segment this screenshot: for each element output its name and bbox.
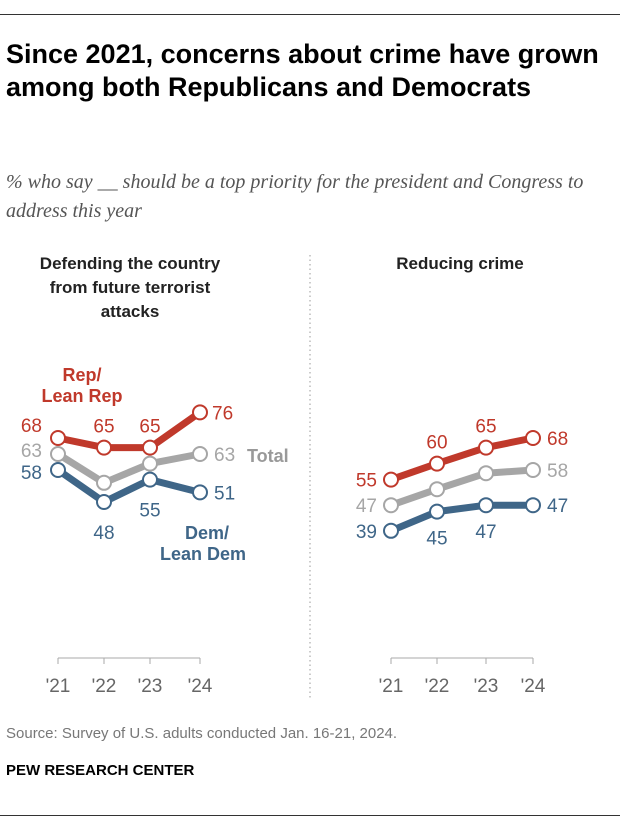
data-label-total: 47 xyxy=(356,496,377,517)
data-label-rep: 68 xyxy=(21,416,42,437)
data-label-dem: 47 xyxy=(547,496,568,517)
data-point-rep xyxy=(96,439,112,456)
data-point-dem xyxy=(142,471,158,488)
series-line-total xyxy=(389,466,534,509)
bottom-rule xyxy=(0,815,620,816)
series-line-total xyxy=(56,450,201,487)
data-label-total: 63 xyxy=(214,445,235,466)
x-tick-label: '23 xyxy=(138,676,163,697)
x-tick-label: '21 xyxy=(46,676,71,697)
panel-title-terrorism: Defending the country from future terror… xyxy=(39,254,221,321)
legend-rep-line1: Rep/ xyxy=(62,365,101,385)
data-label-dem: 39 xyxy=(356,522,377,543)
series-line-rep xyxy=(57,409,203,452)
data-label-total: 58 xyxy=(547,461,568,482)
series-line-rep xyxy=(389,434,534,483)
x-tick-label: '24 xyxy=(188,676,213,697)
data-point-rep xyxy=(142,439,158,456)
data-point-rep xyxy=(429,455,445,472)
x-tick-label: '22 xyxy=(425,676,450,697)
chart-subtitle: % who say __ should be a top priority fo… xyxy=(6,171,584,222)
data-point-dem xyxy=(478,497,494,514)
source-note: Source: Survey of U.S. adults conducted … xyxy=(6,725,398,742)
data-label-rep: 60 xyxy=(426,433,447,454)
brand-logo-text: PEW RESEARCH CENTER xyxy=(6,762,195,779)
data-label-dem: 55 xyxy=(139,501,160,522)
data-point-dem xyxy=(525,497,541,514)
series-line-dem xyxy=(389,501,533,535)
data-label-rep: 65 xyxy=(139,417,160,438)
data-label-rep: 65 xyxy=(93,417,114,438)
data-point-total xyxy=(50,446,66,462)
data-point-dem xyxy=(50,462,66,478)
data-point-rep xyxy=(525,430,541,446)
panel-title-crime: Reducing crime xyxy=(396,254,524,273)
top-rule xyxy=(0,14,620,15)
x-tick-label: '22 xyxy=(92,676,117,697)
data-point-dem xyxy=(192,484,208,501)
data-label-total: 63 xyxy=(21,441,42,462)
legend-total: Total xyxy=(247,446,289,466)
data-label-rep: 65 xyxy=(475,417,496,438)
data-point-total xyxy=(142,455,158,472)
series-line-dem xyxy=(56,467,201,506)
data-point-dem xyxy=(429,503,445,520)
data-point-total xyxy=(525,462,541,478)
data-label-dem: 45 xyxy=(426,529,447,550)
data-point-rep xyxy=(478,439,494,456)
x-tick-label: '24 xyxy=(521,676,546,697)
data-label-rep: 55 xyxy=(356,471,377,492)
data-point-dem xyxy=(383,522,399,539)
data-label-dem: 51 xyxy=(214,483,235,504)
data-point-dem xyxy=(96,494,112,510)
data-point-total xyxy=(429,481,445,498)
chart-title: Since 2021, concerns about crime have gr… xyxy=(6,39,599,102)
data-label-dem: 48 xyxy=(93,523,114,544)
data-point-total xyxy=(383,497,399,514)
data-point-rep xyxy=(192,404,208,421)
data-point-rep xyxy=(383,471,399,488)
data-point-total xyxy=(192,446,208,462)
data-label-rep: 68 xyxy=(547,429,568,450)
data-point-rep xyxy=(50,430,66,446)
legend-rep-line2: Lean Rep xyxy=(41,386,122,406)
data-label-dem: 58 xyxy=(21,463,42,484)
data-point-total xyxy=(478,465,494,482)
x-tick-label: '21 xyxy=(379,676,404,697)
data-point-total xyxy=(96,474,112,491)
x-tick-label: '23 xyxy=(474,676,499,697)
legend-dem-line2: Lean Dem xyxy=(160,544,246,564)
data-label-rep: 76 xyxy=(212,403,233,424)
data-label-dem: 47 xyxy=(475,522,496,543)
legend-dem-line1: Dem/ xyxy=(185,523,229,543)
